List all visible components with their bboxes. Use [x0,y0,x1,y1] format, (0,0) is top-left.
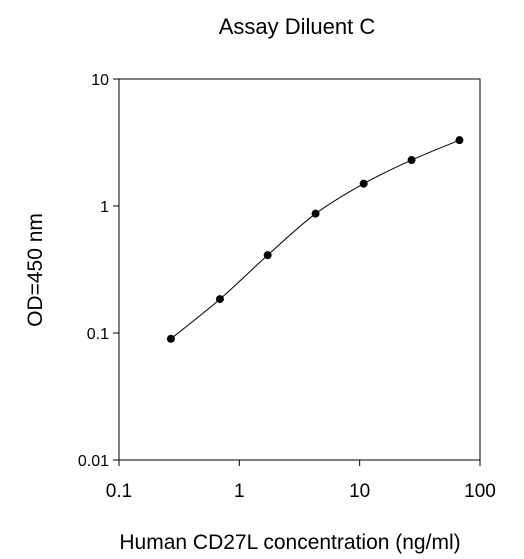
plot-area [118,78,481,461]
data-point [166,334,175,343]
data-point [311,209,320,218]
data-point [359,179,368,188]
y-tick-label: 10 [91,72,109,89]
y-axis-ticks: 0.01 0.1 1 10 [78,72,119,470]
x-axis-ticks: 0.1 1 10 100 [106,460,496,502]
x-tick-label: 1 [234,481,245,502]
y-tick-label: 0.01 [78,453,109,470]
data-point [407,156,416,165]
chart-title: Assay Diluent C [219,14,376,39]
data-point [455,136,464,145]
y-tick-label: 0.1 [87,326,109,343]
x-axis-label: Human CD27L concentration (ng/ml) [119,531,460,554]
series-layer [166,136,464,343]
y-axis-label: OD=450 nm [24,213,47,327]
x-tick-label: 10 [349,481,370,502]
data-point [263,251,272,260]
x-tick-label: 100 [464,481,496,502]
y-tick-label: 1 [100,199,109,216]
data-point [215,295,224,304]
series-line [170,139,460,340]
x-tick-label: 0.1 [106,481,132,502]
